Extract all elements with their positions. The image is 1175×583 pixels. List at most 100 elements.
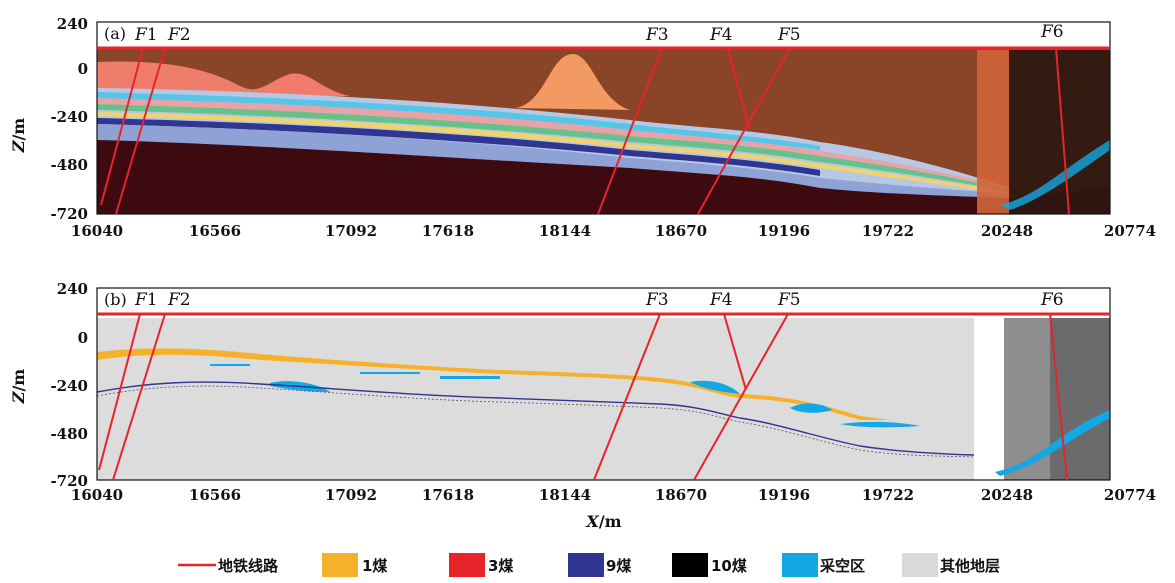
y-tick: -240 bbox=[50, 377, 88, 395]
goaf-right-a bbox=[1000, 140, 1110, 210]
fault-label: F2 bbox=[167, 25, 191, 45]
x-tick: 18670 bbox=[655, 222, 707, 240]
legend-label: 9煤 bbox=[606, 557, 631, 575]
legend-swatch bbox=[782, 553, 818, 577]
x-tick: 20248 bbox=[981, 486, 1033, 504]
legend-label: 采空区 bbox=[819, 557, 865, 575]
right-block-dark bbox=[1009, 50, 1110, 214]
legend-item-subway: 地铁线路 bbox=[178, 557, 279, 575]
y-tick: -240 bbox=[50, 108, 88, 126]
panel-b-frame bbox=[96, 287, 1111, 481]
y-tick: -480 bbox=[50, 425, 88, 443]
legend-item-other: 其他地层 bbox=[902, 553, 1000, 577]
panel-b: 240 0 -240 -480 -720 16040 16566 17092 1… bbox=[9, 280, 1156, 531]
x-tick: 19196 bbox=[758, 222, 810, 240]
fault-f1-b bbox=[98, 313, 141, 471]
fault-f6-a bbox=[1055, 47, 1070, 215]
x-tick: 17618 bbox=[422, 222, 474, 240]
y-tick: -720 bbox=[50, 205, 88, 223]
fault-label: F4 bbox=[709, 290, 733, 310]
x-tick: 18144 bbox=[539, 222, 591, 240]
y-tick: -720 bbox=[50, 472, 88, 490]
fault-labels-a: F1 F2 F3 F4 F5 F6 bbox=[134, 22, 1064, 45]
fault-f4-a bbox=[727, 47, 750, 129]
strata-lightblue bbox=[97, 124, 1010, 200]
legend-label: 其他地层 bbox=[940, 557, 1000, 575]
goaf-lens bbox=[440, 376, 500, 379]
x-axis-label: X/m bbox=[585, 512, 621, 531]
goaf-lens bbox=[360, 372, 420, 374]
fault-f6-b bbox=[1049, 313, 1068, 481]
goaf-lens bbox=[840, 421, 920, 428]
goaf-right-b bbox=[995, 410, 1110, 476]
x-tick: 17092 bbox=[325, 486, 377, 504]
fault-label: F6 bbox=[1040, 290, 1064, 310]
panel-a-section bbox=[97, 22, 1110, 214]
legend-item-coal10: 10煤 bbox=[672, 553, 747, 577]
x-tick: 16566 bbox=[189, 222, 241, 240]
fault-f3-b bbox=[593, 313, 661, 481]
y-ticks-b: 240 0 -240 -480 -720 bbox=[50, 280, 88, 490]
fault-f2-b bbox=[112, 313, 166, 481]
panel-label-b: (b) bbox=[104, 290, 127, 309]
legend-swatch bbox=[449, 553, 485, 577]
fault-label: F1 bbox=[134, 25, 158, 45]
x-tick: 17092 bbox=[325, 222, 377, 240]
legend-swatch bbox=[568, 553, 604, 577]
legend-label: 3煤 bbox=[488, 557, 513, 575]
fault-label: F5 bbox=[777, 290, 801, 310]
y-tick: -480 bbox=[50, 156, 88, 174]
x-tick: 17618 bbox=[422, 486, 474, 504]
legend: 地铁线路 1煤 3煤 9煤 10煤 采空区 其他地层 bbox=[178, 553, 1000, 577]
y-tick: 0 bbox=[78, 329, 88, 347]
fault-f3-a bbox=[597, 47, 663, 215]
legend-item-coal3: 3煤 bbox=[449, 553, 513, 577]
legend-swatch bbox=[322, 553, 358, 577]
panel-a: 240 0 -240 -480 -720 16040 16566 17092 1… bbox=[9, 15, 1156, 240]
x-tick: 18144 bbox=[539, 486, 591, 504]
y-tick: 240 bbox=[57, 15, 88, 33]
fault-label: F3 bbox=[645, 25, 669, 45]
x-ticks-b: 16040 16566 17092 17618 18144 18670 1919… bbox=[71, 486, 1156, 504]
strata-darkblue bbox=[97, 118, 820, 176]
x-ticks-a: 16040 16566 17092 17618 18144 18670 1919… bbox=[71, 222, 1156, 240]
x-tick: 16040 bbox=[71, 486, 123, 504]
legend-label: 1煤 bbox=[362, 557, 387, 575]
fault-f5-a bbox=[697, 47, 791, 215]
legend-swatch bbox=[672, 553, 708, 577]
intrusion-body bbox=[515, 53, 630, 110]
fault-label: F4 bbox=[709, 25, 733, 45]
y-axis-label-a: Z/m bbox=[9, 118, 28, 154]
x-tick: 19722 bbox=[862, 486, 914, 504]
y-tick: 240 bbox=[57, 280, 88, 298]
fault-label: F6 bbox=[1040, 22, 1064, 42]
faults-b bbox=[98, 313, 1068, 481]
goaf-lens bbox=[790, 403, 832, 413]
fault-f2-a bbox=[115, 47, 166, 215]
x-tick: 19196 bbox=[758, 486, 810, 504]
legend-label: 地铁线路 bbox=[218, 557, 279, 575]
fault-f4-b bbox=[723, 313, 747, 391]
legend-swatch bbox=[902, 553, 938, 577]
legend-item-goaf: 采空区 bbox=[782, 553, 865, 577]
x-tick: 19722 bbox=[862, 222, 914, 240]
y-axis-label-b: Z/m bbox=[9, 369, 28, 405]
fault-f1-a bbox=[100, 47, 144, 206]
legend-label: 10煤 bbox=[711, 557, 747, 575]
alluvium-layer bbox=[97, 61, 350, 98]
y-tick: 0 bbox=[78, 60, 88, 78]
fault-label: F3 bbox=[645, 290, 669, 310]
y-ticks-a: 240 0 -240 -480 -720 bbox=[50, 15, 88, 223]
legend-item-coal1: 1煤 bbox=[322, 553, 387, 577]
goaf-lens bbox=[690, 380, 740, 394]
coal9-seam bbox=[97, 381, 975, 456]
x-tick: 20248 bbox=[981, 222, 1033, 240]
x-tick: 20774 bbox=[1104, 222, 1156, 240]
faults-a bbox=[100, 47, 1070, 215]
gray-block-2 bbox=[1050, 318, 1110, 480]
panel-label-a: (a) bbox=[104, 24, 126, 43]
x-tick: 18670 bbox=[655, 486, 707, 504]
legend-item-coal9: 9煤 bbox=[568, 553, 631, 577]
fault-label: F1 bbox=[134, 290, 158, 310]
